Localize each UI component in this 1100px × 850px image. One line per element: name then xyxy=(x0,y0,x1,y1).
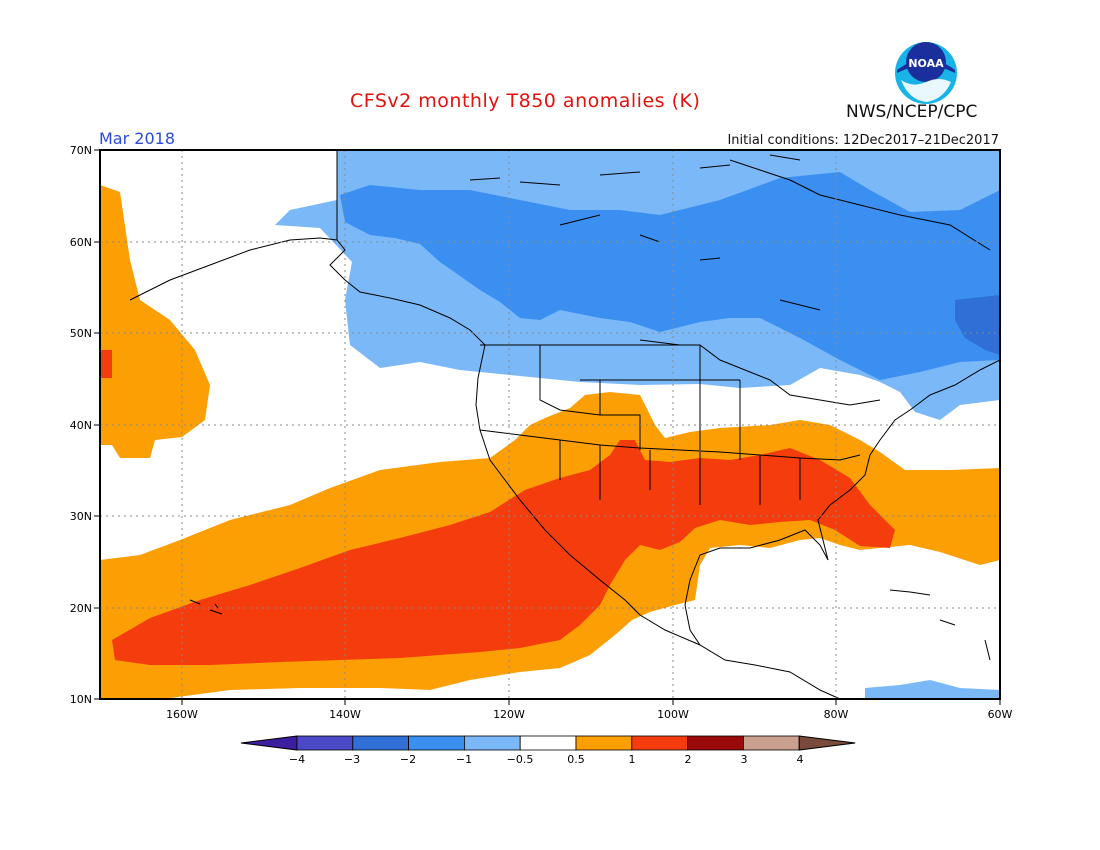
lon-label-120w: 120W xyxy=(493,708,525,721)
colorbar-label-neg3: −3 xyxy=(344,753,360,766)
colorbar-swatch xyxy=(687,735,744,751)
lon-label-140w: 140W xyxy=(329,708,361,721)
valid-month: Mar 2018 xyxy=(99,129,175,148)
coastlines xyxy=(129,150,1000,699)
colorbar-label-pos2: 2 xyxy=(685,753,692,766)
colorbar-swatch xyxy=(296,735,354,751)
colorbar-arrow-low xyxy=(240,735,298,751)
map-title: CFSv2 monthly T850 anomalies (K) xyxy=(350,90,701,112)
colorbar-swatch xyxy=(631,735,688,751)
warm-anomaly-pacific-ne xyxy=(100,185,210,458)
lat-label-60n: 60N xyxy=(70,236,92,249)
colorbar-arrow-high xyxy=(798,735,856,751)
lon-label-80w: 80W xyxy=(824,708,849,721)
logo-text: NOAA xyxy=(908,57,944,70)
colorbar-label-pos1: 1 xyxy=(629,753,636,766)
lat-label-40n: 40N xyxy=(70,419,92,432)
colorbar-label-neg2: −2 xyxy=(400,753,416,766)
colorbar-label-pos4: 4 xyxy=(797,753,804,766)
lon-label-100w: 100W xyxy=(657,708,689,721)
colorbar-label-neg05: −0.5 xyxy=(507,753,534,766)
cold-anomaly-medium xyxy=(340,172,1000,380)
warm-anomaly-pacific-ne-core xyxy=(100,350,112,378)
colorbar-label-neg4: −4 xyxy=(289,753,305,766)
initial-conditions: Initial conditions: 12Dec2017–21Dec2017 xyxy=(727,133,999,148)
axis-ticks xyxy=(94,149,1001,705)
lat-label-50n: 50N xyxy=(70,327,92,340)
gridlines xyxy=(100,150,1000,699)
lat-label-70n: 70N xyxy=(70,144,92,157)
colorbar-swatch xyxy=(408,735,465,751)
agency-label: NWS/NCEP/CPC xyxy=(846,102,978,122)
colorbar-swatch xyxy=(743,735,800,751)
cold-anomaly-caribbean xyxy=(865,680,1000,699)
warm-anomaly-strong xyxy=(112,440,895,665)
lon-label-160w: 160W xyxy=(166,708,198,721)
lat-label-10n: 10N xyxy=(70,693,92,706)
cold-anomaly-dark xyxy=(955,295,1000,355)
colorbar-swatch xyxy=(463,735,521,751)
colorbar-label-pos05: 0.5 xyxy=(567,753,585,766)
lat-label-20n: 20N xyxy=(70,602,92,615)
colorbar-swatch xyxy=(352,735,409,751)
colorbar xyxy=(240,735,856,751)
lon-label-60w: 60W xyxy=(988,708,1013,721)
colorbar-swatch xyxy=(519,735,577,751)
colorbar-swatch xyxy=(575,735,633,751)
colorbar-label-pos3: 3 xyxy=(741,753,748,766)
noaa-logo-icon: NOAA xyxy=(895,42,957,104)
lat-label-30n: 30N xyxy=(70,510,92,523)
colorbar-label-neg1: −1 xyxy=(456,753,472,766)
